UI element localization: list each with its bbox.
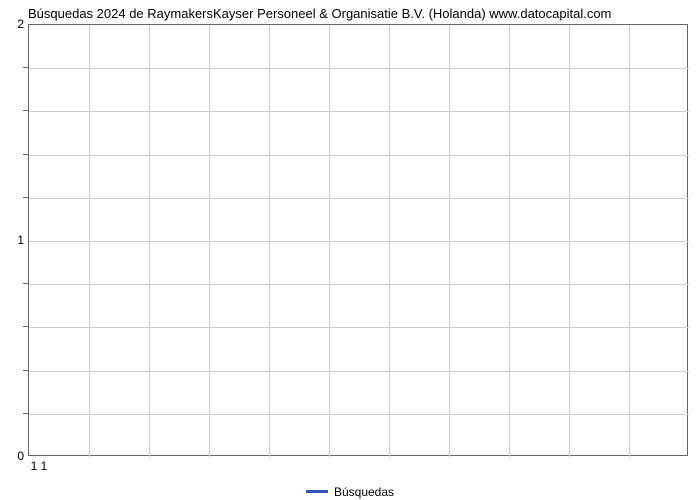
legend-swatch: [306, 490, 328, 493]
grid-hline: [29, 198, 689, 199]
y-tick-label: 2: [4, 17, 24, 31]
y-tick-label: 1: [4, 233, 24, 247]
grid-hline: [29, 241, 689, 242]
plot-area: [28, 24, 688, 456]
y-minor-tick: [23, 326, 28, 327]
grid-hline: [29, 327, 689, 328]
grid-hline: [29, 414, 689, 415]
legend-label: Búsquedas: [334, 485, 394, 499]
y-minor-tick: [23, 370, 28, 371]
grid-hline: [29, 284, 689, 285]
x-tick-label: 1: [41, 459, 48, 473]
y-minor-tick: [23, 154, 28, 155]
y-minor-tick: [23, 283, 28, 284]
y-minor-tick: [23, 197, 28, 198]
y-tick-label: 0: [4, 449, 24, 463]
y-minor-tick: [23, 413, 28, 414]
chart-legend: Búsquedas: [0, 484, 700, 499]
x-tick-label: 1: [31, 459, 38, 473]
grid-hline: [29, 68, 689, 69]
grid-hline: [29, 155, 689, 156]
chart-title: Búsquedas 2024 de RaymakersKayser Person…: [28, 6, 690, 21]
grid-hline: [29, 111, 689, 112]
grid-hline: [29, 371, 689, 372]
y-minor-tick: [23, 67, 28, 68]
y-minor-tick: [23, 110, 28, 111]
search-chart: Búsquedas 2024 de RaymakersKayser Person…: [0, 0, 700, 500]
